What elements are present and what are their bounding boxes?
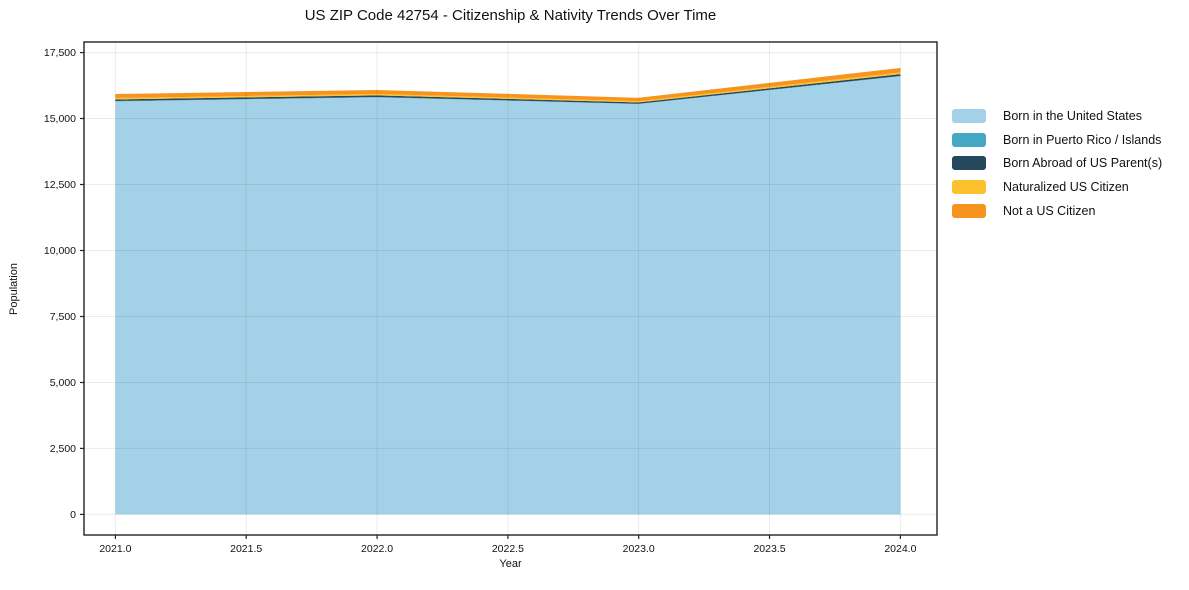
chart-title: US ZIP Code 42754 - Citizenship & Nativi…: [304, 7, 717, 24]
area-series-4: [115, 68, 901, 102]
legend-label: Born in the United States: [1003, 108, 1142, 123]
legend-swatch: [952, 204, 986, 219]
y-tick-label: 10,000: [44, 245, 76, 257]
y-tick-label: 5,000: [50, 377, 76, 389]
x-tick-label: 2024.0: [884, 543, 916, 555]
area-series-0: [115, 76, 901, 515]
legend-label: Born in Puerto Rico / Islands: [1003, 132, 1162, 147]
legend-label: Naturalized US Citizen: [1003, 180, 1129, 195]
legend-label: Not a US Citizen: [1003, 204, 1096, 219]
legend-label: Born Abroad of US Parent(s): [1003, 156, 1163, 171]
legend: Born in the United States Born in Puerto …: [952, 104, 1162, 223]
area-series-2: [115, 74, 901, 104]
y-tick-label: 2,500: [50, 443, 76, 455]
y-axis-label: Population: [8, 263, 20, 315]
legend-item: Born in the United States: [952, 104, 1162, 128]
legend-swatch: [952, 132, 986, 147]
legend-swatch: [952, 156, 986, 171]
legend-swatch: [952, 180, 986, 195]
legend-item: Not a US Citizen: [952, 199, 1162, 223]
y-tick-label: 17,500: [44, 47, 76, 59]
legend-item: Born Abroad of US Parent(s): [952, 152, 1162, 176]
y-tick-label: 15,000: [44, 113, 76, 125]
x-tick-label: 2021.0: [99, 543, 131, 555]
x-tick-label: 2022.5: [492, 543, 524, 555]
y-tick-label: 12,500: [44, 179, 76, 191]
legend-item: Naturalized US Citizen: [952, 175, 1162, 199]
plot-border: [83, 41, 938, 536]
area-series-3: [115, 72, 901, 103]
area-series-1: [115, 75, 901, 104]
y-tick-label: 7,500: [50, 311, 76, 323]
legend-item: Born in Puerto Rico / Islands: [952, 128, 1162, 152]
y-tick-label: 0: [70, 509, 76, 521]
legend-swatch: [952, 108, 986, 123]
x-tick-label: 2023.5: [753, 543, 785, 555]
x-tick-label: 2021.5: [230, 543, 262, 555]
x-tick-label: 2023.0: [623, 543, 655, 555]
x-axis-label: Year: [499, 558, 522, 570]
x-tick-label: 2022.0: [361, 543, 393, 555]
